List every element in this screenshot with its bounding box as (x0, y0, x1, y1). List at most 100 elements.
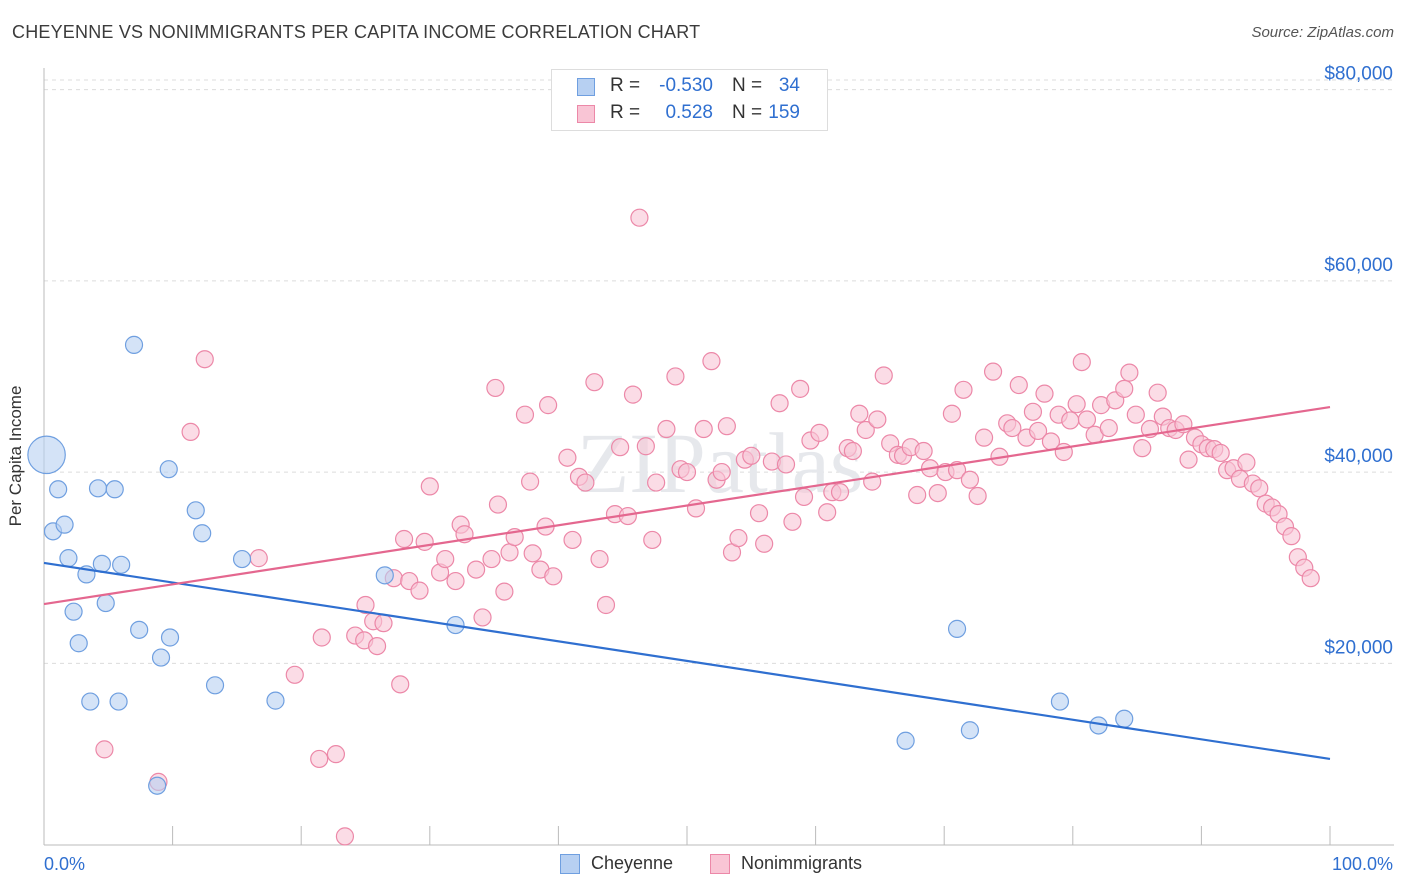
data-point (585, 373, 604, 392)
legend-swatch-cheyenne (560, 854, 580, 874)
data-point (69, 634, 88, 653)
data-point (830, 483, 850, 502)
series-legend: Cheyenne Nonimmigrants (0, 852, 1406, 878)
data-point (794, 487, 814, 507)
data-point (974, 428, 994, 447)
data-point (1061, 411, 1080, 430)
data-point (729, 528, 748, 548)
data-point (112, 555, 131, 574)
data-point (558, 448, 577, 467)
data-point (1237, 453, 1256, 472)
r-value: -0.530 (659, 75, 713, 96)
legend-label: Cheyenne (591, 853, 674, 873)
n-value: 159 (768, 102, 800, 123)
data-point (590, 549, 609, 569)
chart-title: CHEYENNE VS NONIMMIGRANTS PER CAPITA INC… (12, 22, 701, 42)
data-point (868, 410, 887, 429)
data-point (285, 665, 304, 684)
data-point (623, 385, 643, 404)
data-point (928, 484, 947, 503)
data-point (515, 405, 535, 424)
data-point (896, 731, 915, 750)
data-point (850, 404, 869, 423)
data-point (95, 740, 114, 759)
stats-legend: R = -0.530 N = 34 R = 0.528 N = 159 (551, 69, 828, 131)
data-point (1115, 709, 1134, 728)
data-point (394, 529, 414, 549)
data-point (523, 544, 542, 563)
data-point (657, 419, 676, 439)
legend-label: Nonimmigrants (741, 853, 863, 873)
data-point (1072, 352, 1091, 372)
data-point (27, 435, 66, 475)
data-point (1050, 692, 1070, 711)
data-point (954, 380, 973, 399)
data-point (755, 534, 774, 553)
data-point (539, 396, 558, 415)
data-point (1028, 421, 1048, 441)
data-point (1023, 402, 1043, 421)
data-point (486, 378, 505, 398)
x-tick-label: 0.0% (44, 854, 85, 874)
data-point (630, 208, 649, 227)
data-point (109, 692, 128, 711)
data-point (960, 470, 980, 489)
data-point (783, 512, 802, 531)
data-point (749, 504, 769, 523)
data-point (160, 628, 180, 647)
data-point (947, 619, 967, 638)
data-point (124, 335, 144, 354)
data-point (1009, 375, 1028, 395)
data-point (1115, 379, 1134, 398)
data-point (49, 480, 68, 499)
data-point (130, 620, 149, 639)
data-point (391, 675, 410, 694)
trend-line (43, 405, 1331, 606)
data-point (205, 676, 225, 695)
y-tick-label: $60,000 (1324, 255, 1393, 276)
r-label: R = (610, 102, 641, 123)
data-point (495, 582, 514, 601)
data-point (914, 441, 933, 461)
data-point (466, 560, 486, 579)
legend-row-cheyenne: R = -0.530 N = 34 (552, 73, 827, 101)
data-point (326, 745, 346, 764)
data-point (983, 362, 1003, 381)
grid-lines (44, 79, 1394, 664)
data-point (446, 571, 465, 591)
data-point (643, 530, 662, 550)
data-point (374, 614, 393, 633)
trend-lines (43, 405, 1331, 761)
data-point (776, 455, 796, 474)
data-point (195, 350, 214, 369)
data-point (908, 485, 927, 505)
r-value: 0.528 (665, 102, 713, 123)
data-point (791, 379, 810, 398)
source-label: Source: ZipAtlas.com (1251, 24, 1394, 41)
data-point (544, 567, 563, 586)
data-point (742, 446, 761, 465)
data-point (677, 462, 697, 482)
data-point (1133, 439, 1152, 458)
data-point (181, 422, 200, 441)
data-point (415, 532, 434, 551)
data-point (88, 479, 108, 498)
x-tick-labels: 0.0% 100.0% (44, 854, 1393, 874)
y-axis-label: Per Capita Income (6, 385, 25, 527)
data-point (148, 776, 167, 795)
data-point (232, 549, 252, 569)
data-point (702, 352, 721, 371)
data-point (335, 827, 355, 846)
data-point (712, 462, 731, 482)
data-point (521, 472, 540, 491)
data-point (193, 524, 212, 543)
data-point (488, 495, 508, 514)
data-point (563, 530, 582, 550)
data-point (410, 581, 429, 600)
data-point (1148, 383, 1167, 402)
data-point (1120, 363, 1139, 382)
n-label: N = (732, 102, 763, 123)
data-point (473, 608, 492, 627)
data-point (59, 549, 78, 568)
